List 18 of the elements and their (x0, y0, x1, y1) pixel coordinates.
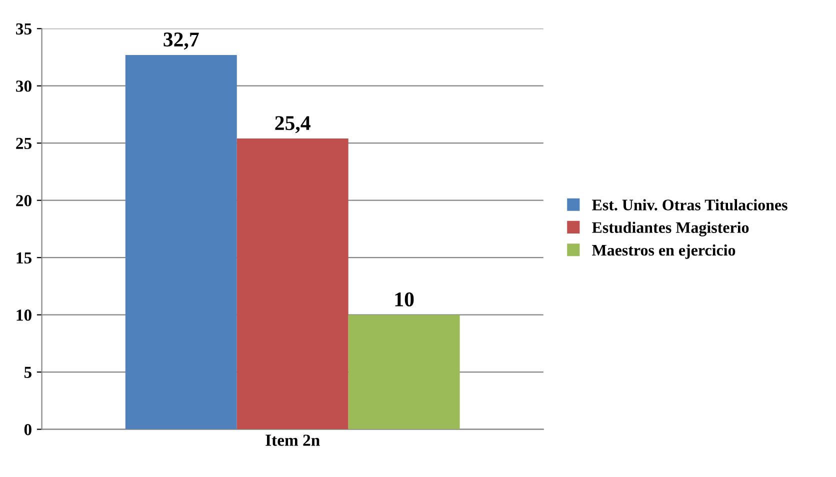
legend-label: Est. Univ. Otras Titulaciones (592, 199, 788, 210)
y-tick-label: 0 (24, 424, 32, 436)
data-label: 32,7 (164, 32, 199, 50)
y-tick-label: 10 (16, 310, 32, 321)
legend-label: Maestros en ejercicio (592, 244, 736, 259)
y-tick-label: 15 (16, 252, 32, 264)
bar (236, 138, 348, 430)
y-tick-label: 25 (16, 138, 32, 150)
legend-label: Estudiantes Magisterio (592, 222, 749, 236)
data-label: 10 (395, 292, 414, 306)
y-tick-label: 5 (24, 366, 32, 378)
bar (348, 314, 460, 430)
bar (125, 54, 237, 430)
y-tick-label: 20 (16, 195, 32, 206)
data-label: 25,4 (275, 116, 310, 134)
x-tick-label: Item 2n (266, 434, 320, 446)
y-tick-label: 30 (16, 80, 32, 92)
y-tick-label: 35 (16, 23, 32, 35)
